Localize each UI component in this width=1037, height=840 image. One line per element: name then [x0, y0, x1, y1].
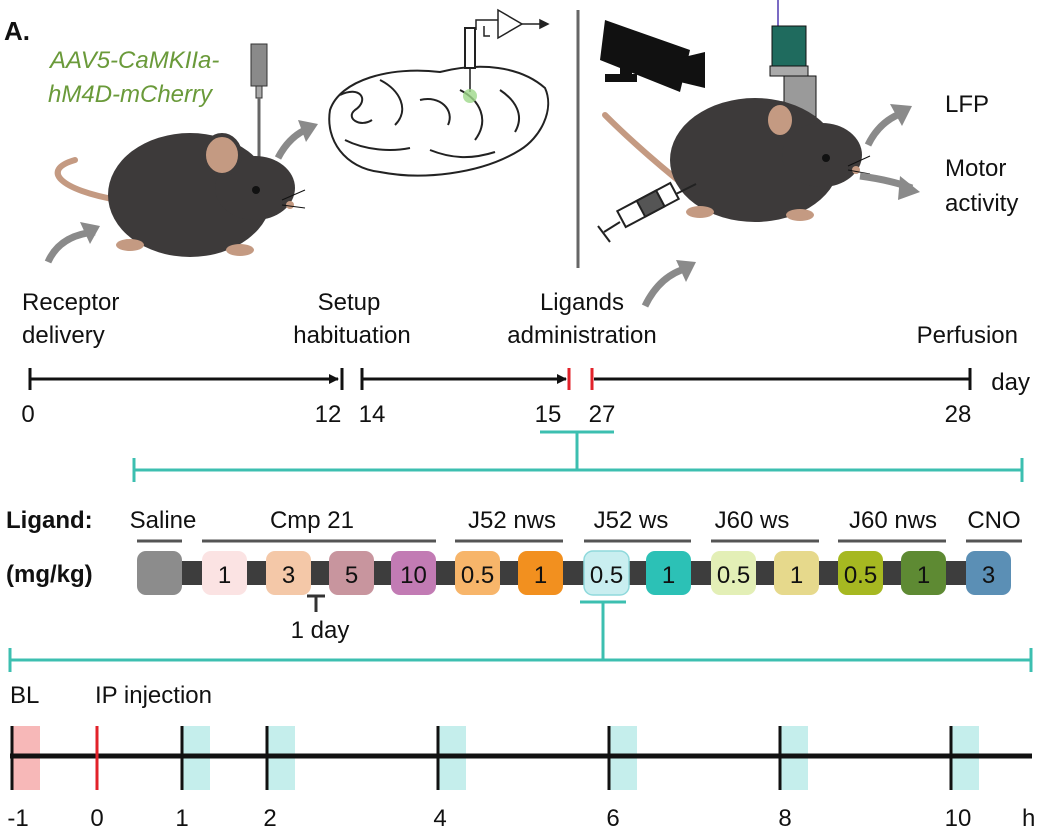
mouse-with-implant-icon [602, 98, 871, 222]
injection-site-icon [463, 89, 477, 103]
dose-label: 0.5 [590, 562, 623, 589]
stage-receptor-line1: Receptor [22, 289, 119, 316]
stage-receptor-line2: delivery [22, 322, 105, 349]
syringe-icon [597, 181, 697, 243]
baseline-label: BL [10, 682, 39, 709]
day-tick-28: 28 [945, 401, 972, 428]
hour-tick-label: 2 [263, 805, 276, 832]
injection-label: IP injection [95, 682, 212, 709]
day-tick-27: 27 [589, 401, 616, 428]
virus-label-line2: hM4D-mCherry [48, 81, 214, 108]
stage-ligands-line1: Ligands [540, 289, 624, 316]
dose-row-label: (mg/kg) [6, 561, 93, 588]
ligand-group-name: Saline [130, 507, 197, 534]
dose-box [266, 551, 311, 595]
dose-box [838, 551, 883, 595]
dose-label: 1 [790, 562, 803, 589]
dose-label: 0.5 [717, 562, 750, 589]
hour-tick-label: 10 [945, 805, 972, 832]
hour-timeline [10, 726, 1032, 790]
output-motor-line1: Motor [945, 155, 1006, 182]
interval-marker [307, 594, 325, 612]
stage-setup-line2: habituation [293, 322, 410, 349]
dose-box [774, 551, 819, 595]
output-lfp: LFP [945, 91, 989, 118]
dose-box [391, 551, 436, 595]
ligand-groups: Saline Cmp 21 J52 nws J52 ws J60 ws J60 nws CN… [130, 507, 1022, 543]
virus-label-line1: AAV5-CaMKIIa- [48, 47, 219, 74]
dose-box [646, 551, 691, 595]
dose-label: 0.5 [844, 562, 877, 589]
zoom-bracket-days [132, 430, 1024, 482]
ligand-group-name: CNO [967, 507, 1020, 534]
dose-label: 1 [534, 562, 547, 589]
arrow-to-recording-icon [641, 264, 689, 308]
dose-label: 5 [345, 562, 358, 589]
mouse-icon [54, 133, 306, 257]
ligand-group-name: J52 ws [594, 507, 669, 534]
day-timeline [28, 368, 972, 390]
hour-unit-label: h [1022, 805, 1035, 832]
hour-tick-label: 1 [175, 805, 188, 832]
dose-box [583, 550, 630, 596]
dose-box [202, 551, 247, 595]
hour-tick-label: -1 [7, 805, 28, 832]
zoom-bracket-hours [8, 600, 1033, 672]
dose-label: 1 [218, 562, 231, 589]
hour-tick-label: 6 [606, 805, 619, 832]
ligand-group-name: J60 nws [849, 507, 937, 534]
ligand-row-label: Ligand: [6, 507, 93, 534]
dose-label: 3 [282, 562, 295, 589]
amplifier-icon [475, 8, 550, 40]
interval-label: 1 day [291, 617, 350, 644]
ligand-group-name: J52 nws [468, 507, 556, 534]
dose-box [966, 551, 1011, 595]
stage-setup-line1: Setup [318, 289, 381, 316]
day-tick-0: 0 [21, 401, 34, 428]
dose-label: 10 [400, 562, 427, 589]
hour-tick-label: 4 [433, 805, 446, 832]
dose-label: 1 [662, 562, 675, 589]
camera-icon [600, 20, 705, 92]
stage-ligands-line2: administration [507, 322, 656, 349]
ligand-group-name: Cmp 21 [270, 507, 354, 534]
brain-sagittal-icon [328, 27, 550, 177]
hour-tick-labels: -1 0 1 2 4 6 8 10 [7, 805, 971, 832]
dose-box [329, 551, 374, 595]
dose-box [455, 551, 500, 595]
dose-box [518, 551, 563, 595]
day-tick-12: 12 [315, 401, 342, 428]
ligand-group-name: J60 ws [715, 507, 790, 534]
day-unit-label: day [991, 369, 1030, 396]
dose-boxes: 1 3 5 10 0.5 1 0.5 1 0.5 1 0.5 1 3 [137, 550, 1011, 596]
day-tick-15: 15 [535, 401, 562, 428]
day-tick-14: 14 [359, 401, 386, 428]
dose-box [137, 551, 182, 595]
stage-perfusion: Perfusion [917, 322, 1018, 349]
dose-box [711, 551, 756, 595]
output-motor-line2: activity [945, 190, 1018, 217]
dose-box [901, 551, 946, 595]
hour-tick-label: 8 [778, 805, 791, 832]
injection-needle-icon [250, 43, 268, 165]
dose-label: 1 [917, 562, 930, 589]
hour-tick-label: 0 [90, 805, 103, 832]
dose-label: 0.5 [461, 562, 494, 589]
dose-label: 3 [982, 562, 995, 589]
panel-label: A. [4, 16, 30, 46]
